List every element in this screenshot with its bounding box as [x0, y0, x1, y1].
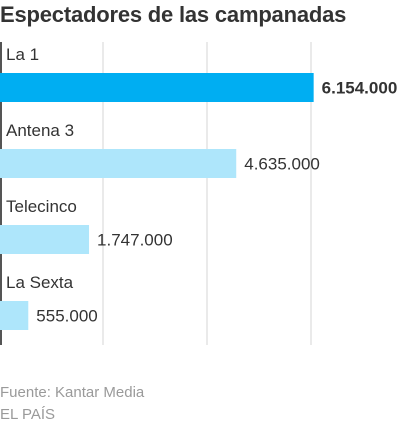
value-label: 4.635.000: [244, 155, 320, 174]
value-label: 555.000: [36, 307, 97, 326]
category-label: Telecinco: [6, 197, 77, 216]
chart-title: Espectadores de las campanadas: [0, 2, 347, 27]
bar: [0, 73, 314, 102]
category-label: La Sexta: [6, 273, 74, 292]
bar: [0, 301, 29, 330]
value-label: 1.747.000: [97, 231, 173, 250]
source-note: Fuente: Kantar Media: [0, 384, 145, 401]
bars: [0, 73, 314, 330]
bar: [0, 149, 237, 178]
category-label: Antena 3: [6, 121, 74, 140]
bar: [0, 225, 90, 254]
category-label: La 1: [6, 45, 39, 64]
publisher-name: EL PAÍS: [0, 406, 56, 423]
labels: La 1 6.154.000 Antena 3 4.635.000 Telecinco 1…: [6, 45, 397, 326]
value-label: 6.154.000: [322, 79, 398, 98]
